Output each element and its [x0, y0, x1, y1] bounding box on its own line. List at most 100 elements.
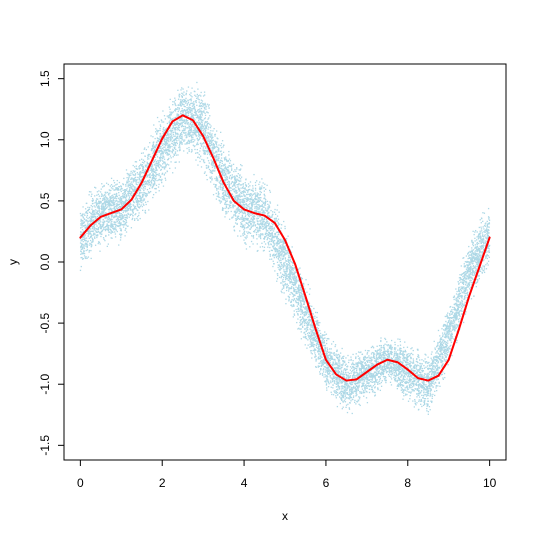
- scatter-point: [118, 203, 120, 206]
- scatter-point: [444, 324, 446, 326]
- scatter-point: [210, 155, 212, 157]
- scatter-point: [220, 171, 223, 173]
- scatter-point: [189, 111, 191, 114]
- scatter-point: [93, 223, 95, 225]
- scatter-point: [275, 217, 278, 219]
- scatter-point: [322, 371, 325, 373]
- scatter-point: [434, 348, 436, 351]
- scatter-point: [420, 365, 422, 367]
- scatter-point: [258, 200, 261, 203]
- scatter-point: [461, 300, 464, 303]
- scatter-point: [80, 230, 82, 233]
- scatter-point: [398, 364, 400, 366]
- scatter-point: [302, 336, 305, 338]
- scatter-point: [114, 206, 116, 208]
- scatter-point: [426, 373, 429, 375]
- scatter-point: [433, 340, 435, 343]
- scatter-point: [125, 209, 127, 212]
- scatter-point: [116, 195, 118, 198]
- scatter-point: [297, 295, 299, 298]
- scatter-point: [378, 367, 380, 369]
- scatter-point: [445, 320, 447, 323]
- scatter-point: [225, 205, 228, 208]
- scatter-point: [284, 261, 286, 264]
- scatter-point: [85, 249, 87, 252]
- scatter-point: [266, 184, 268, 186]
- scatter-point: [206, 111, 208, 113]
- scatter-point: [186, 152, 189, 154]
- scatter-point: [153, 124, 155, 126]
- scatter-point: [332, 361, 334, 363]
- scatter-point: [446, 315, 449, 317]
- scatter-point: [218, 200, 221, 202]
- scatter-point: [439, 340, 441, 342]
- scatter-point: [363, 376, 366, 378]
- scatter-point: [157, 160, 159, 162]
- scatter-point: [347, 376, 349, 379]
- scatter-point: [376, 353, 378, 356]
- scatter-point: [152, 179, 155, 182]
- scatter-point: [412, 353, 414, 356]
- scatter-point: [233, 195, 235, 198]
- scatter-point: [285, 238, 288, 240]
- scatter-point: [474, 252, 477, 254]
- scatter-point: [418, 390, 420, 392]
- scatter-point: [247, 199, 249, 201]
- scatter-point: [254, 192, 256, 194]
- scatter-point: [96, 235, 99, 237]
- scatter-point: [114, 215, 116, 217]
- scatter-point: [274, 253, 277, 256]
- scatter-point: [85, 237, 88, 239]
- scatter-point: [190, 108, 192, 110]
- scatter-point: [362, 390, 365, 392]
- scatter-point: [288, 300, 290, 302]
- scatter-point: [341, 394, 343, 396]
- scatter-point: [462, 272, 465, 275]
- scatter-point: [100, 200, 102, 203]
- scatter-point: [148, 179, 150, 181]
- scatter-point: [441, 364, 443, 367]
- scatter-point: [176, 121, 179, 123]
- scatter-point: [285, 284, 287, 286]
- scatter-point: [426, 410, 428, 412]
- scatter-point: [164, 146, 166, 148]
- scatter-point: [246, 205, 249, 207]
- scatter-point: [121, 205, 124, 207]
- scatter-point: [159, 135, 161, 137]
- scatter-point: [91, 215, 93, 217]
- scatter-point: [116, 230, 118, 233]
- scatter-point: [437, 356, 439, 358]
- scatter-point: [446, 351, 448, 354]
- scatter-point: [328, 354, 330, 357]
- scatter-point: [309, 305, 311, 307]
- scatter-point: [191, 96, 193, 98]
- scatter-point: [90, 195, 92, 197]
- scatter-point: [96, 203, 98, 205]
- scatter-point: [415, 404, 417, 406]
- scatter-point: [272, 260, 274, 262]
- scatter-point: [370, 388, 372, 391]
- scatter-point: [247, 212, 249, 215]
- scatter-point: [223, 198, 225, 200]
- scatter-point: [140, 170, 142, 173]
- scatter-point: [299, 267, 301, 269]
- scatter-point: [204, 171, 206, 173]
- scatter-point: [485, 255, 488, 257]
- scatter-point: [404, 382, 406, 384]
- scatter-point: [368, 355, 370, 357]
- scatter-point: [103, 221, 105, 224]
- scatter-point: [454, 308, 457, 311]
- scatter-point: [380, 347, 382, 349]
- scatter-point: [343, 369, 345, 371]
- scatter-point: [177, 129, 179, 131]
- scatter-point: [483, 248, 485, 250]
- scatter-point: [267, 234, 270, 236]
- scatter-point: [129, 208, 132, 210]
- scatter-point: [325, 351, 328, 353]
- scatter-point: [126, 207, 128, 209]
- scatter-point: [91, 226, 94, 228]
- scatter-point: [111, 216, 113, 218]
- scatter-point: [457, 318, 459, 321]
- scatter-point: [262, 233, 264, 235]
- scatter-point: [189, 110, 191, 112]
